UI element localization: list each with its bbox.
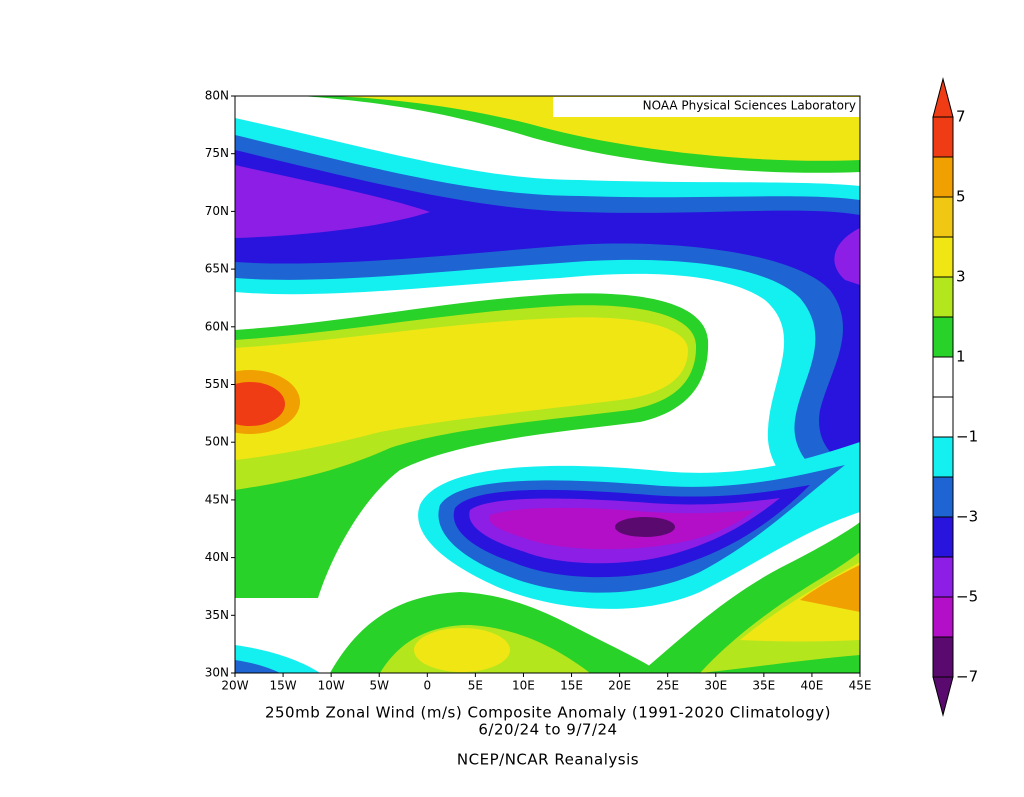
lat-tick-label: 50N (205, 435, 229, 449)
colorbar-tick-label: −5 (956, 588, 978, 606)
lon-tick-label: 45E (849, 679, 872, 693)
colorbar-box (932, 276, 954, 318)
colorbar-box (932, 316, 954, 358)
colorbar-tick-label: 3 (956, 268, 966, 286)
colorbar-tick-label: −1 (956, 428, 978, 446)
colorbar-tick-label: −7 (956, 668, 978, 686)
colorbar-box (932, 236, 954, 278)
colorbar: −7 −5 −3 −1 1 3 5 7 (932, 77, 978, 717)
lon-tick-label: 20W (221, 679, 248, 693)
lat-tick-label: 80N (205, 89, 229, 103)
colorbar-tick-label: 7 (956, 108, 966, 126)
contour-map (235, 96, 860, 673)
colorbar-box (932, 356, 954, 398)
colorbar-triangle (932, 77, 954, 118)
lon-tick-label: 40E (800, 679, 823, 693)
map-title: 250mb Zonal Wind (m/s) Composite Anomaly… (265, 704, 831, 722)
lon-tick-label: 5E (468, 679, 483, 693)
lat-tick-label: 30N (205, 666, 229, 680)
lon-tick-label: 15E (560, 679, 583, 693)
colorbar-box (932, 116, 954, 158)
colorbar-box (932, 596, 954, 638)
colorbar-box (932, 636, 954, 678)
data-source: NCEP/NCAR Reanalysis (457, 751, 639, 769)
colorbar-box (932, 556, 954, 598)
lon-tick-label: 5W (369, 679, 389, 693)
lat-tick-label: 40N (205, 550, 229, 564)
colorbar-tick-label: 1 (956, 348, 966, 366)
lon-tick-label: 15W (270, 679, 297, 693)
lat-tick-label: 75N (205, 146, 229, 160)
lon-tick-label: 10W (318, 679, 345, 693)
lon-tick-label: 0 (423, 679, 431, 693)
colorbar-box (932, 436, 954, 478)
lon-tick-label: 20E (608, 679, 631, 693)
lat-tick-label: 45N (205, 492, 229, 506)
date-range: 6/20/24 to 9/7/24 (478, 721, 617, 739)
colorbar-triangle (932, 676, 954, 717)
lat-tick-label: 65N (205, 262, 229, 276)
colorbar-tick-label: −3 (956, 508, 978, 526)
colorbar-box (932, 476, 954, 518)
lon-tick-label: 35E (752, 679, 775, 693)
colorbar-box (932, 196, 954, 238)
colorbar-box (932, 156, 954, 198)
lat-tick-label: 60N (205, 319, 229, 333)
watermark-box (553, 97, 859, 117)
lat-tick-label: 70N (205, 204, 229, 218)
colorbar-tick-label: 5 (956, 188, 966, 206)
watermark: NOAA Physical Sciences Laboratory (643, 99, 856, 113)
lat-tick-label: 55N (205, 377, 229, 391)
colorbar-box (932, 396, 954, 438)
lon-tick-label: 30E (704, 679, 727, 693)
lat-tick-label: 35N (205, 608, 229, 622)
lon-tick-label: 25E (656, 679, 679, 693)
colorbar-box (932, 516, 954, 558)
lon-tick-label: 10E (512, 679, 535, 693)
